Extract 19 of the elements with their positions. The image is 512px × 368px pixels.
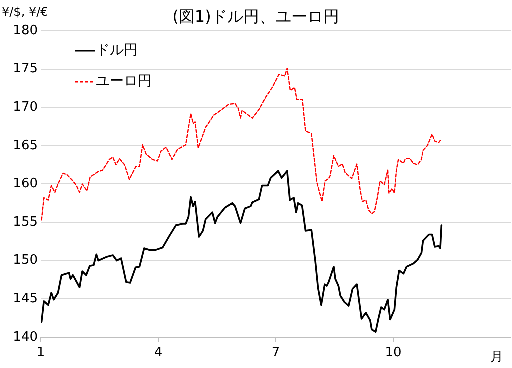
y-tick-label: 145 bbox=[13, 291, 38, 306]
y-tick-label: 160 bbox=[13, 176, 38, 192]
y-tick-label: 165 bbox=[13, 138, 38, 154]
x-tick-label: 4 bbox=[154, 346, 163, 361]
x-tick-label: 7 bbox=[272, 346, 280, 361]
legend-label: ユーロ円 bbox=[96, 74, 152, 90]
chart-title: (図1)ドル円、ユーロ円 bbox=[172, 7, 340, 26]
x-tick-label: 10 bbox=[385, 346, 402, 361]
y-tick-label: 150 bbox=[13, 253, 38, 268]
line-series bbox=[41, 68, 442, 221]
y-tick-label: 170 bbox=[13, 100, 38, 115]
legend-label: ドル円 bbox=[96, 42, 138, 59]
y-axis-title: ¥/$, ¥/€ bbox=[2, 5, 48, 20]
y-tick-label: 180 bbox=[13, 23, 38, 38]
x-axis-title: 月 bbox=[490, 350, 504, 365]
y-tick-label: 140 bbox=[13, 330, 38, 345]
x-tick-label: 1 bbox=[36, 346, 46, 361]
y-tick-label: 175 bbox=[13, 62, 38, 77]
y-tick-label: 155 bbox=[13, 214, 38, 230]
